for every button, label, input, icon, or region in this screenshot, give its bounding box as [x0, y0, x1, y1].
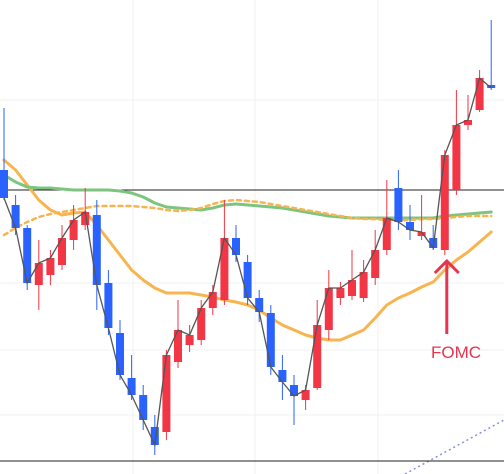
candle-body [266, 313, 275, 367]
candle-body [290, 385, 298, 396]
candle-body [394, 188, 403, 222]
plot [0, 20, 504, 462]
close-line [3, 76, 492, 448]
candle-body [92, 215, 101, 285]
candle-body [359, 272, 368, 298]
candle-body [243, 262, 252, 298]
annotation: FOMC [431, 343, 481, 362]
moving-average [2, 158, 493, 342]
trend-line [404, 419, 504, 474]
candle-body [324, 288, 333, 330]
candle-body [139, 395, 148, 420]
candle-body [313, 325, 322, 388]
candle-body [406, 222, 414, 230]
candle-body [69, 220, 78, 240]
candle-body [174, 330, 182, 362]
candle-body [208, 292, 217, 308]
candle-body [58, 238, 66, 265]
candle-body [382, 218, 391, 250]
candle-body [371, 250, 380, 278]
candle-body [81, 212, 90, 225]
candle-body [11, 205, 20, 228]
candle-body [150, 427, 159, 445]
candle-body [475, 78, 484, 110]
candle-body [487, 85, 496, 88]
candle-body [104, 283, 113, 328]
candle-body [232, 238, 240, 255]
annotation-arrow-head [433, 258, 460, 275]
candle-body [185, 335, 194, 345]
candle-body [127, 378, 136, 395]
moving-average [2, 198, 493, 237]
candle-body [23, 228, 32, 283]
candle-body [417, 232, 426, 236]
candle-body [162, 355, 171, 432]
candle-body [301, 390, 310, 400]
candle-body [116, 333, 124, 375]
candle-body [34, 263, 43, 285]
candle-body [0, 170, 8, 198]
candle-body [255, 298, 264, 312]
candle-body [440, 155, 449, 250]
candle-body [197, 308, 206, 340]
candle-body [46, 258, 55, 275]
candle-body [278, 370, 287, 382]
candle-body [336, 288, 345, 298]
candle-body [348, 280, 356, 296]
candle-body [464, 120, 472, 125]
candle-body [220, 238, 229, 300]
candle-body [452, 125, 461, 190]
